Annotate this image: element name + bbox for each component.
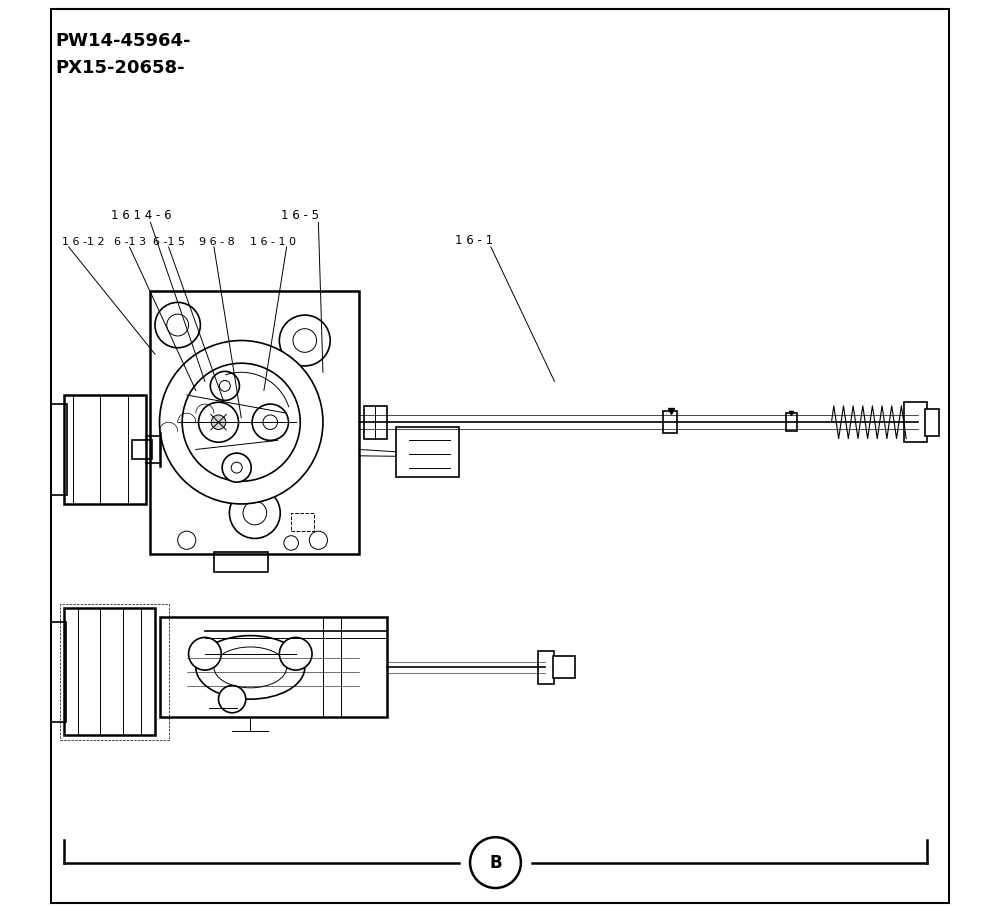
Circle shape [252, 404, 288, 440]
Text: PX15-20658-: PX15-20658- [55, 59, 185, 77]
Circle shape [199, 402, 238, 442]
Circle shape [210, 371, 239, 400]
Bar [51, 404, 67, 495]
Circle shape [222, 453, 251, 482]
Text: 6 -1 5: 6 -1 5 [153, 237, 185, 247]
Circle shape [160, 340, 323, 504]
Bar [364, 406, 387, 439]
Bar [214, 552, 268, 572]
Bar [904, 402, 927, 442]
Circle shape [263, 415, 278, 429]
Bar [60, 604, 169, 740]
Bar [786, 413, 797, 431]
Circle shape [211, 415, 226, 429]
Circle shape [182, 363, 300, 481]
Bar [132, 440, 152, 459]
Text: 1 6 - 5: 1 6 - 5 [281, 210, 319, 222]
Bar [160, 617, 386, 717]
Bar [553, 656, 575, 678]
Text: B: B [489, 854, 502, 872]
Text: 1 6 1 4 - 6: 1 6 1 4 - 6 [111, 210, 172, 222]
Circle shape [309, 531, 327, 549]
Circle shape [178, 531, 196, 549]
Text: 1 6 -1 2: 1 6 -1 2 [62, 237, 105, 247]
Circle shape [279, 637, 312, 670]
Text: 6 -1 3: 6 -1 3 [114, 237, 146, 247]
Bar [925, 409, 939, 436]
Bar [396, 427, 459, 477]
Circle shape [243, 501, 267, 525]
Text: 9 6 - 8: 9 6 - 8 [199, 237, 234, 247]
Text: 1 6 - 1: 1 6 - 1 [455, 234, 493, 247]
Bar [150, 291, 359, 554]
Circle shape [231, 462, 242, 473]
Text: 1 6 - 1 0: 1 6 - 1 0 [250, 237, 296, 247]
Circle shape [155, 302, 200, 348]
Circle shape [189, 637, 221, 670]
Circle shape [279, 315, 330, 366]
Circle shape [229, 488, 280, 538]
Bar [291, 513, 314, 531]
Bar [538, 651, 554, 684]
Circle shape [167, 314, 189, 336]
Circle shape [219, 686, 246, 713]
Bar [663, 411, 677, 433]
Ellipse shape [214, 646, 287, 688]
Text: PW14-45964-: PW14-45964- [55, 32, 191, 50]
Bar [51, 622, 66, 722]
Circle shape [293, 329, 317, 352]
Circle shape [470, 837, 521, 888]
Circle shape [219, 380, 230, 391]
Bar [64, 608, 155, 735]
Circle shape [284, 536, 298, 550]
Bar [64, 395, 146, 504]
Ellipse shape [196, 636, 305, 699]
